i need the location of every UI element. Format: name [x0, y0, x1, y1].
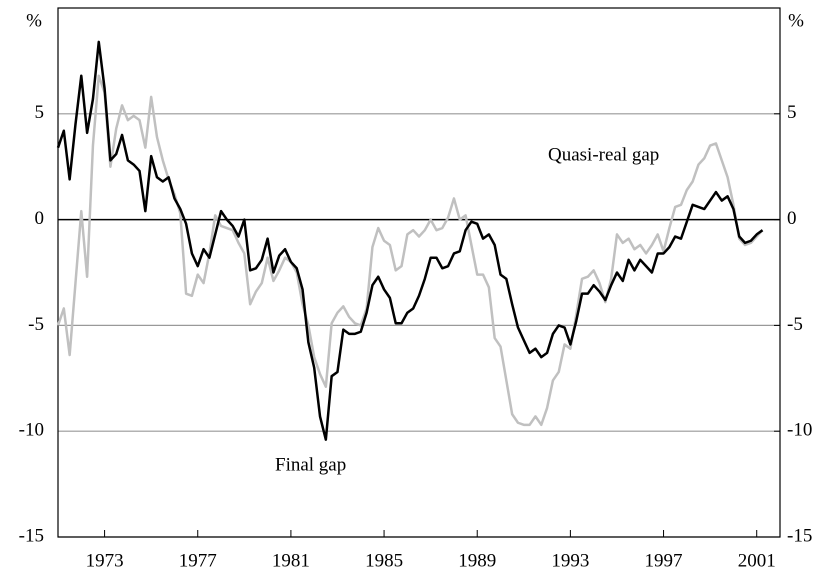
- x-tick-label: 1993: [551, 550, 589, 571]
- x-tick-label: 1981: [272, 550, 310, 571]
- y-tick-label: -10: [19, 420, 44, 441]
- y-unit-left: %: [26, 10, 42, 31]
- series-annotation: Quasi-real gap: [548, 144, 659, 165]
- plot-frame: [57, 7, 781, 538]
- y-tick-label: -15: [19, 525, 44, 546]
- y-tick-label: -5: [28, 314, 44, 335]
- y-tick-label: 5: [35, 102, 45, 123]
- series-line: [56, 40, 764, 441]
- x-tick-label: 1977: [179, 550, 217, 571]
- x-tick-label: 1985: [365, 550, 403, 571]
- y2-tick-label: -15: [787, 525, 812, 546]
- y2-tick-label: 5: [787, 102, 797, 123]
- x-tick-label: 1973: [86, 550, 124, 571]
- series-line: [56, 74, 764, 427]
- x-tick-label: 1997: [645, 550, 683, 571]
- y2-tick-label: -5: [787, 314, 803, 335]
- y-unit-right: %: [788, 10, 804, 31]
- y2-tick-label: 0: [787, 208, 797, 229]
- x-tick-label: 2001: [738, 550, 776, 571]
- series-annotation: Final gap: [275, 454, 346, 475]
- y2-tick-label: -10: [787, 420, 812, 441]
- x-tick-label: 1989: [458, 550, 496, 571]
- y-tick-label: 0: [35, 208, 45, 229]
